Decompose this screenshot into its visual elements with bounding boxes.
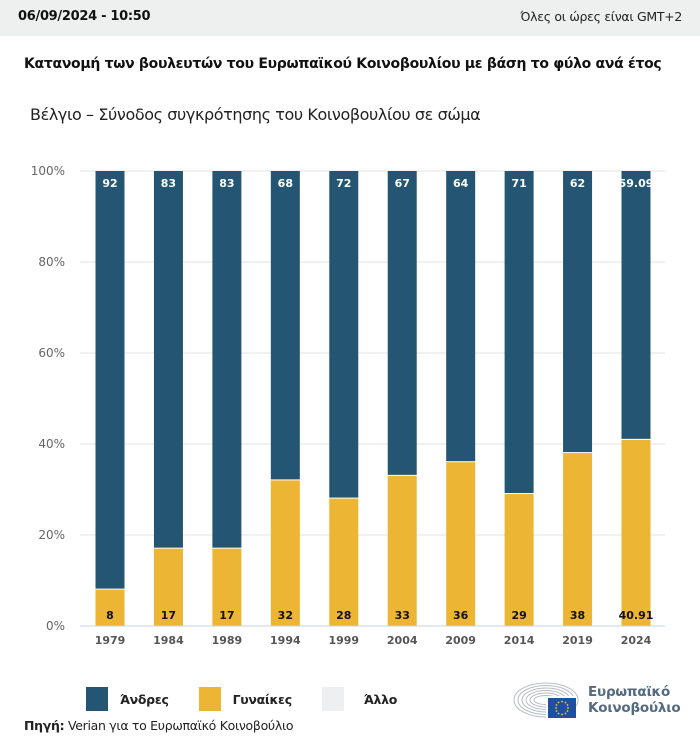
source-note: Πηγή: Verian για το Ευρωπαϊκό Κοινοβούλι… [24,718,294,733]
data-label-women: 29 [511,609,526,622]
logo-line-1: Ευρωπαϊκό [588,684,671,700]
legend-swatch-men [86,687,108,711]
data-label-men: 92 [102,177,117,190]
european-parliament-logo: Ευρωπαϊκό Κοινοβούλιο [512,680,682,720]
data-label-men: 72 [336,177,351,190]
bar-segment-women [270,480,300,626]
bar-segment-women [387,475,417,626]
legend-label-men: Άνδρες [120,691,169,707]
legend-swatch-other [321,687,344,711]
bar-segment-women [621,439,651,626]
data-label-men: 64 [453,177,469,190]
data-label-men: 71 [511,177,526,190]
bar-segment-men [621,171,651,439]
x-tick-label: 1984 [153,634,184,647]
bar-segment-men [329,171,359,498]
legend-item-women[interactable]: Γυναίκες [198,687,293,711]
y-tick-label: 60% [38,346,65,360]
data-label-women: 28 [336,609,351,622]
bar-segment-women [153,548,183,626]
legend-label-women: Γυναίκες [232,691,293,707]
bar-segment-women [95,589,125,626]
eu-flag-icon [548,698,576,718]
bar-segment-women [329,498,359,626]
data-label-women: 33 [395,609,410,622]
y-tick-label: 80% [38,255,65,269]
stacked-bar-chart: 0% 20% 40% 60% 80% 100% 92 8 1979 83 17 1984 83 17 198… [31,164,665,647]
data-label-women: 38 [570,609,585,622]
timezone-note: Όλες οι ώρες είναι GMT+2 [520,9,682,24]
data-label-women: 36 [453,609,469,622]
chart-subtitle: Βέλγιο – Σύνοδος συγκρότησης του Κοινοβο… [30,105,481,124]
legend-swatch-women [198,687,221,711]
data-label-women: 17 [161,609,176,622]
data-label-women: 17 [219,609,234,622]
data-label-men: 83 [161,177,176,190]
y-tick-label: 0% [46,619,65,633]
bar-segment-men [153,171,183,548]
x-tick-label: 2004 [387,634,418,647]
bar-segment-women [563,453,593,626]
x-tick-label: 2009 [445,634,476,647]
data-label-men: 83 [219,177,234,190]
bar-segment-men [563,171,593,453]
data-label-men: 62 [570,177,585,190]
legend-label-other: Άλλο [363,691,398,707]
bar-segment-women [212,548,242,626]
x-tick-label: 1999 [328,634,359,647]
y-tick-label: 20% [38,528,65,542]
legend-item-men[interactable]: Άνδρες [86,687,169,711]
data-label-women: 40.91 [619,609,654,622]
logo-line-2: Κοινοβούλιο [588,700,681,716]
datetime: 06/09/2024 - 10:50 [18,9,151,24]
data-label-men: 59.09 [619,177,654,190]
source-text: Verian για το Ευρωπαϊκό Κοινοβούλιο [64,718,294,733]
x-tick-label: 1989 [212,634,243,647]
top-bar: 06/09/2024 - 10:50 Όλες οι ώρες είναι GM… [0,0,700,36]
source-prefix: Πηγή: [24,718,65,733]
x-tick-label: 1979 [95,634,126,647]
x-tick-label: 2019 [562,634,593,647]
chart-title: Κατανομή των βουλευτών του Ευρωπαϊκού Κο… [24,56,662,72]
legend-item-other[interactable]: Άλλο [321,687,398,711]
bar-segment-men [504,171,534,494]
x-tick-label: 1994 [270,634,301,647]
bar-segment-men [95,171,125,589]
data-label-women: 8 [106,609,114,622]
bar-segment-men [270,171,300,480]
x-tick-label: 2014 [504,634,535,647]
legend: Άνδρες Γυναίκες Άλλο [86,687,421,711]
logo-text: Ευρωπαϊκό Κοινοβούλιο [588,684,681,716]
bar-segment-men [212,171,242,548]
y-tick-label: 100% [31,164,65,178]
data-label-men: 67 [395,177,410,190]
bar-segment-men [446,171,476,462]
bar-segment-women [446,462,476,626]
bar-segment-men [387,171,417,475]
data-label-women: 32 [278,609,293,622]
data-label-men: 68 [278,177,293,190]
x-tick-label: 2024 [621,634,652,647]
y-tick-label: 40% [38,437,65,451]
bar-segment-women [504,494,534,626]
parliament-hemicycle-icon [513,682,579,718]
